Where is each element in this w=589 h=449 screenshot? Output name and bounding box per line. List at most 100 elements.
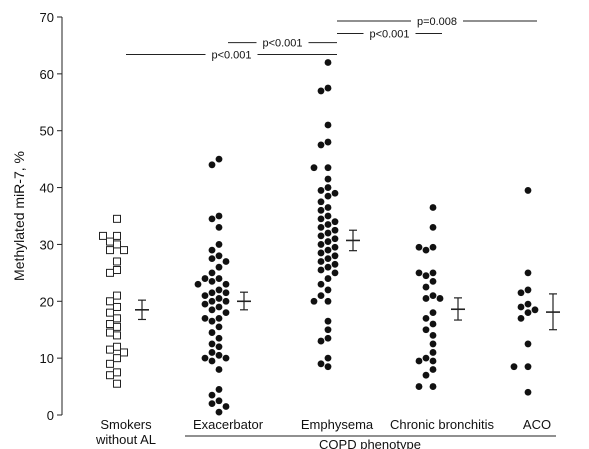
data-point-circle [331, 260, 339, 268]
data-point-circle [510, 363, 518, 371]
data-point-circle [317, 266, 325, 274]
category-label: Smokers [100, 417, 152, 432]
data-point-circle [524, 286, 532, 294]
data-point-square [99, 231, 107, 240]
data-point-circle [317, 258, 325, 265]
data-point-circle [517, 314, 525, 322]
data-point-circle [201, 292, 209, 299]
data-point-square [113, 302, 121, 311]
data-point-circle [415, 269, 423, 277]
data-point-circle [324, 221, 332, 228]
axes: 0 10 20 30 40 50 60 70 [40, 10, 63, 423]
data-point-circle [422, 354, 430, 362]
data-point-circle [324, 363, 332, 371]
data-point-circle [415, 357, 423, 365]
data-point-circle [429, 332, 437, 339]
data-point-circle [429, 292, 437, 299]
data-point-square [113, 354, 121, 363]
data-point-circle [208, 357, 216, 365]
data-point-circle [317, 215, 325, 223]
data-point-circle [215, 155, 223, 163]
y-tick-label: 50 [40, 124, 54, 139]
data-point-square [106, 320, 114, 329]
data-point-circle [208, 289, 216, 297]
data-point-circle [429, 269, 437, 277]
data-point-circle [201, 354, 209, 362]
data-point-circle [317, 337, 325, 345]
data-point-square [106, 328, 114, 337]
data-point-circle [222, 280, 230, 288]
data-point-circle [524, 388, 532, 396]
data-point-circle [429, 223, 437, 231]
data-point-circle [208, 329, 216, 336]
data-point-circle [429, 243, 437, 251]
data-point-circle [208, 161, 216, 169]
data-point-square [113, 240, 121, 249]
data-point-circle [208, 215, 216, 223]
data-point-circle [517, 303, 525, 311]
data-point-circle [215, 408, 223, 416]
data-point-square [113, 266, 121, 275]
data-point-square [113, 322, 121, 331]
data-point-square [113, 331, 121, 340]
data-point-circle [324, 297, 332, 305]
data-point-circle [429, 204, 437, 211]
data-point-circle [215, 241, 223, 248]
data-point-circle [422, 246, 430, 254]
data-point-circle [429, 277, 437, 285]
data-point-circle [317, 292, 325, 299]
data-point-circle [324, 246, 332, 254]
data-point-circle [208, 297, 216, 305]
data-point-circle [331, 226, 339, 234]
data-point-circle [422, 272, 430, 280]
data-point-circle [324, 59, 332, 66]
y-tick-label: 10 [40, 351, 54, 366]
data-point-circle [331, 189, 339, 197]
data-point-circle [194, 280, 202, 288]
data-point-square [113, 342, 121, 351]
y-tick-label: 70 [40, 10, 54, 25]
data-point-circle [215, 295, 223, 302]
data-point-square [113, 291, 121, 300]
data-point-square [113, 314, 121, 323]
data-point-square [106, 371, 114, 380]
data-point-circle [208, 269, 216, 277]
data-point-circle [524, 269, 532, 277]
data-point-circle [429, 340, 437, 348]
data-point-circle [324, 238, 332, 245]
data-point-circle [422, 283, 430, 291]
data-point-circle [429, 357, 437, 365]
data-point-circle [222, 297, 230, 305]
data-point-circle [215, 252, 223, 260]
data-points [99, 59, 539, 416]
p-value-label: p=0.008 [417, 16, 457, 28]
data-point-circle [317, 141, 325, 149]
data-point-circle [429, 309, 437, 317]
data-point-circle [415, 383, 423, 390]
data-point-circle [324, 164, 332, 172]
data-point-circle [215, 212, 223, 220]
data-point-circle [208, 400, 216, 408]
data-point-circle [222, 354, 230, 362]
data-point-square [113, 231, 121, 240]
data-point-circle [208, 277, 216, 285]
category-label: Chronic bronchitis [390, 417, 495, 432]
data-point-circle [208, 391, 216, 399]
data-point-circle [317, 87, 325, 95]
significance-annotations: p<0.001 p<0.001 p=0.008 p<0.001 [126, 16, 537, 62]
data-point-square [113, 379, 121, 388]
p-value-label: p<0.001 [262, 38, 302, 50]
data-point-square [120, 246, 128, 255]
data-point-circle [324, 212, 332, 220]
data-point-circle [215, 397, 223, 405]
copd-group-label: COPD phenotype [319, 437, 421, 449]
data-point-square [106, 345, 114, 354]
data-point-circle [524, 300, 532, 308]
data-point-circle [331, 269, 339, 277]
data-point-circle [324, 326, 332, 334]
data-point-circle [215, 323, 223, 331]
mean-sem-bars [135, 229, 560, 331]
data-point-circle [215, 351, 223, 359]
